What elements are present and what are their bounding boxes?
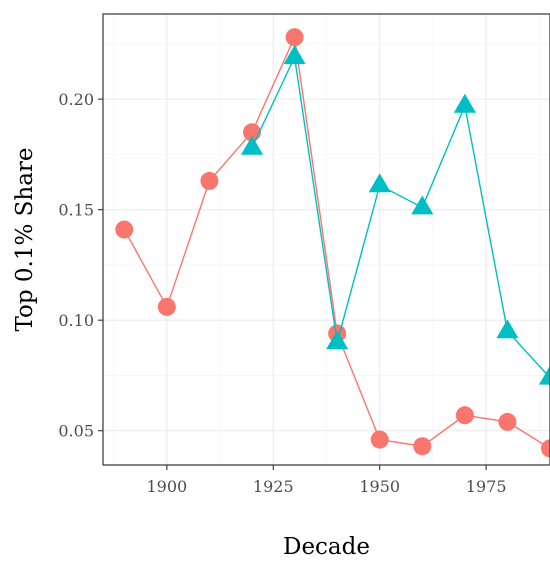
series-2-point <box>411 195 434 215</box>
x-tick-label: 1900 <box>146 477 187 496</box>
series-2-point <box>538 365 550 385</box>
series-1-point <box>413 437 432 456</box>
series-2-point <box>453 93 476 113</box>
series-2-point <box>240 135 264 155</box>
series-2-line <box>251 54 550 379</box>
y-tick-label: 0.15 <box>58 201 94 220</box>
x-axis-ticks: 1900 1925 1950 1975 <box>146 465 507 496</box>
y-tick-label: 0.05 <box>58 422 94 441</box>
series-1-point <box>541 439 550 458</box>
minor-gridlines <box>103 14 550 465</box>
major-gridlines <box>103 14 550 465</box>
series-2-point <box>326 330 349 350</box>
series-1-point <box>157 297 176 316</box>
series-1-point <box>455 406 474 425</box>
series-1-point <box>370 430 389 449</box>
y-tick-label: 0.20 <box>58 90 94 109</box>
series-1-point <box>115 220 134 239</box>
series-2-point <box>368 173 391 193</box>
series-2-point <box>283 45 306 65</box>
x-tick-label: 1925 <box>253 477 294 496</box>
y-axis-ticks: 0.05 0.10 0.15 0.20 <box>58 90 103 441</box>
x-tick-label: 1975 <box>466 477 507 496</box>
series-1-point <box>285 28 304 47</box>
series-1-point <box>498 412 517 431</box>
y-tick-label: 0.10 <box>58 311 94 330</box>
series-layer <box>115 28 550 458</box>
series-1-point <box>200 171 219 190</box>
y-axis-title: Top 0.1% Share <box>12 147 38 331</box>
plot-panel-border <box>102 13 550 466</box>
x-tick-label: 1950 <box>359 477 400 496</box>
x-axis-title: Decade <box>283 534 370 560</box>
series-2-point <box>496 319 519 339</box>
